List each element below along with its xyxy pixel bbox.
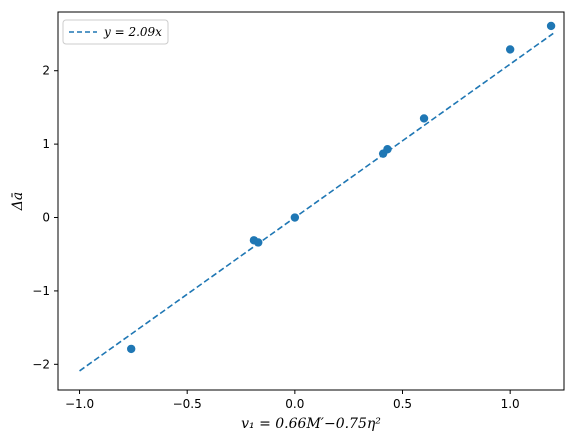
y-tick-label: 2 [42,64,50,78]
data-point [254,238,263,247]
data-point [419,114,429,123]
data-point [546,21,556,31]
fit-line-layer [79,32,554,372]
data-point [505,45,515,54]
data-point [290,213,300,222]
plot-area [58,12,564,390]
x-tick-label: 0.5 [393,397,412,411]
y-axis-label: Δā [10,192,26,211]
y-tick-label: −2 [32,357,50,371]
y-axis: −2 −1 0 1 2 [32,64,58,371]
points-layer [127,21,556,354]
x-tick-label: −0.5 [173,397,202,411]
x-tick-label: −1.0 [65,397,94,411]
y-tick-label: −1 [32,284,50,298]
y-tick-label: 0 [42,211,50,225]
legend-entry-fit: y = 2.09x [103,25,162,39]
legend: y = 2.09x [62,19,169,45]
x-tick-label: 1.0 [501,397,520,411]
plot-frame [57,11,565,391]
x-axis: −1.0 −0.5 0.0 0.5 1.0 [65,390,520,411]
data-point [383,145,392,154]
fit-line [79,32,554,372]
y-tick-label: 1 [42,137,50,151]
data-point [127,344,136,354]
legend-box [62,19,169,45]
x-axis-label: v₁ = 0.66M′−0.75η² [241,416,381,432]
x-tick-label: 0.0 [285,397,304,411]
